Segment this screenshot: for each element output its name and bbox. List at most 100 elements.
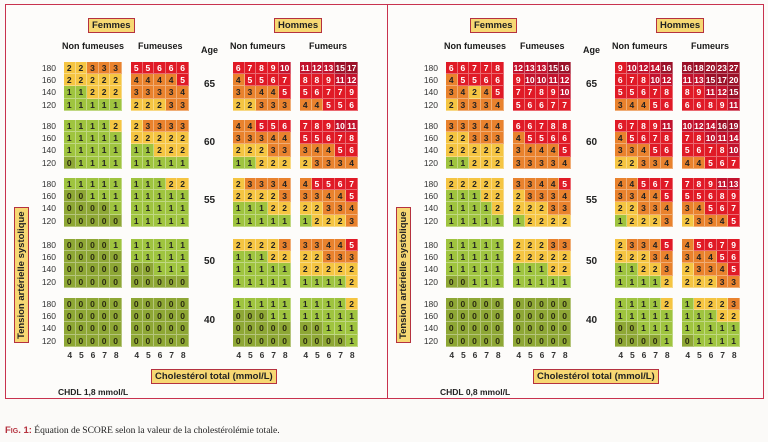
- score-cell: 1: [110, 98, 122, 111]
- y-tick-label: 120: [423, 276, 438, 287]
- score-cell: 0: [547, 310, 560, 323]
- age-header: Age: [583, 45, 601, 55]
- score-cell: 0: [131, 322, 143, 335]
- score-cell: 1: [615, 298, 627, 311]
- score-cell: 8: [300, 74, 312, 87]
- score-cell: 1: [87, 190, 99, 203]
- x-tick-label: 4: [685, 350, 691, 360]
- score-cell: 4: [323, 144, 335, 157]
- score-cell: 0: [64, 322, 76, 335]
- score-cell: 3: [638, 239, 650, 252]
- score-cell: 1: [682, 310, 694, 323]
- score-cell: 1: [716, 334, 729, 347]
- score-cell: 1: [323, 275, 335, 288]
- score-cell: 1: [513, 275, 525, 288]
- score-cell: 0: [480, 298, 493, 311]
- score-cell: 0: [110, 251, 122, 264]
- hdl-label: CHDL 1,8 mmol/L: [58, 387, 129, 397]
- score-chart-hdl-1-8: Femmes Hommes Non fumeuses Fumeuses Non fume…: [5, 4, 387, 399]
- score-cell: 6: [524, 120, 537, 133]
- score-cell: 1: [311, 298, 324, 311]
- score-cell: 1: [154, 190, 166, 203]
- score-cell: 0: [64, 202, 76, 215]
- score-cell: 2: [649, 263, 662, 276]
- score-cell: 1: [311, 310, 324, 323]
- score-cell: 0: [177, 275, 189, 288]
- score-cell: 1: [256, 275, 268, 288]
- score-cell: 2: [256, 239, 268, 252]
- score-cell: 7: [547, 98, 560, 111]
- score-cell: 1: [131, 156, 143, 169]
- score-cell: 3: [626, 190, 639, 203]
- score-cell: 3: [615, 144, 627, 157]
- x-tick-label: 8: [180, 350, 186, 360]
- score-cell: 6: [728, 251, 740, 264]
- score-cell: 10: [705, 132, 717, 145]
- score-cell: 3: [649, 251, 662, 264]
- score-cell: 13: [323, 62, 335, 75]
- score-cell: 0: [154, 322, 166, 335]
- score-cell: 2: [233, 190, 245, 203]
- score-cell: 1: [131, 251, 143, 264]
- y-tick-label: 160: [423, 75, 438, 86]
- score-cell: 3: [469, 120, 481, 133]
- score-cell: 2: [682, 263, 694, 276]
- score-cell: 2: [626, 156, 639, 169]
- score-cell: 1: [705, 334, 717, 347]
- score-cell: 3: [559, 239, 571, 252]
- score-cell: 6: [457, 62, 470, 75]
- score-cell: 1: [244, 251, 257, 264]
- score-cell: 1: [165, 239, 178, 252]
- score-cell: 4: [536, 144, 548, 157]
- score-cell: 5: [661, 190, 673, 203]
- score-cell: 2: [165, 178, 178, 191]
- score-cell: 10: [682, 120, 694, 133]
- score-cell: 5: [256, 74, 268, 87]
- score-cell: 1: [233, 156, 245, 169]
- score-cell: 11: [334, 74, 347, 87]
- score-cell: 3: [165, 98, 178, 111]
- score-cell: 0: [256, 310, 268, 323]
- score-cell: 0: [457, 322, 470, 335]
- score-cell: 3: [547, 239, 560, 252]
- score-cell: 0: [244, 322, 257, 335]
- score-cell: 5: [649, 98, 662, 111]
- score-cell: 0: [457, 334, 470, 347]
- y-tick-label: 160: [41, 75, 56, 86]
- score-cell: 2: [279, 202, 291, 215]
- score-cell: 7: [480, 62, 493, 75]
- y-tick-label: 160: [423, 311, 438, 322]
- score-cell: 4: [547, 144, 560, 157]
- score-cell: 1: [457, 190, 470, 203]
- score-cell: 1: [311, 275, 324, 288]
- score-cell: 1: [177, 263, 189, 276]
- score-cell: 7: [536, 120, 548, 133]
- score-cell: 1: [693, 334, 706, 347]
- score-cell: 10: [334, 120, 347, 133]
- score-cell: 3: [626, 239, 639, 252]
- score-cell: 0: [98, 298, 111, 311]
- score-cell: 2: [154, 132, 166, 145]
- score-cell: 15: [705, 74, 717, 87]
- score-grid: 7 8 9 10 11 5 5 6 7 8 3 4 4 5 6 2 3 3 3 4: [300, 120, 358, 169]
- score-cell: 1: [279, 275, 291, 288]
- score-cell: 7: [244, 62, 257, 75]
- score-cell: 3: [177, 120, 189, 133]
- score-cell: 4: [480, 86, 493, 99]
- score-cell: 1: [87, 98, 99, 111]
- score-cell: 0: [165, 322, 178, 335]
- score-cell: 0: [446, 275, 458, 288]
- score-cell: 2: [469, 86, 481, 99]
- score-cell: 4: [626, 98, 639, 111]
- score-cell: 0: [165, 275, 178, 288]
- score-cell: 1: [457, 214, 470, 227]
- score-cell: 2: [446, 144, 458, 157]
- score-cell: 4: [705, 251, 717, 264]
- score-cell: 1: [638, 310, 650, 323]
- score-cell: 7: [649, 86, 662, 99]
- score-cell: 6: [346, 144, 358, 157]
- score-cell: 2: [75, 74, 88, 87]
